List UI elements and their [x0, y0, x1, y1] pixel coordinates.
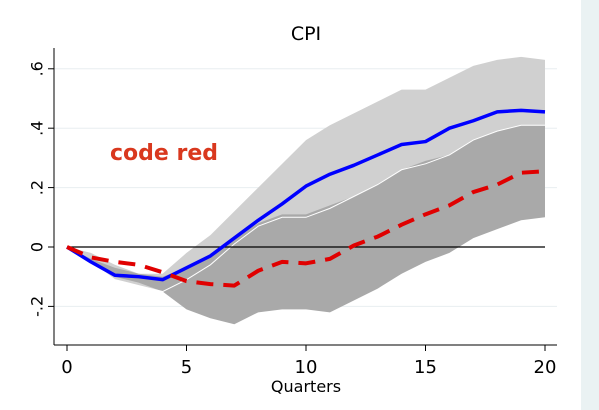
x-tick-label: 20: [534, 357, 557, 378]
y-tick-label: 0: [28, 242, 47, 252]
solid-blue-series-line: [66, 108, 546, 282]
code-red-annotation: code red: [110, 141, 218, 166]
y-tick-label: .6: [28, 61, 47, 76]
x-tick-label: 5: [181, 357, 192, 378]
x-axis-label: Quarters: [271, 377, 341, 396]
series-lines: [66, 108, 546, 288]
chart-title: CPI: [291, 23, 321, 45]
confidence-band-2: [67, 125, 545, 325]
x-tick-label: 15: [414, 357, 437, 378]
x-axis-ticks: 0 5 10 15 20: [61, 345, 556, 378]
side-panel: [581, 0, 599, 410]
dashed-red-series-line: [66, 169, 546, 288]
x-tick-label: 0: [61, 357, 72, 378]
confidence-band-1: [67, 56, 545, 292]
band-boundary-line: [66, 124, 545, 293]
y-tick-label: .2: [28, 180, 47, 195]
y-axis-ticks: -.2 0 .2 .4 .6: [28, 61, 54, 317]
y-tick-label: -.2: [28, 296, 47, 317]
x-tick-label: 10: [295, 357, 318, 378]
confidence-bands: [66, 56, 545, 325]
y-tick-label: .4: [28, 121, 47, 136]
